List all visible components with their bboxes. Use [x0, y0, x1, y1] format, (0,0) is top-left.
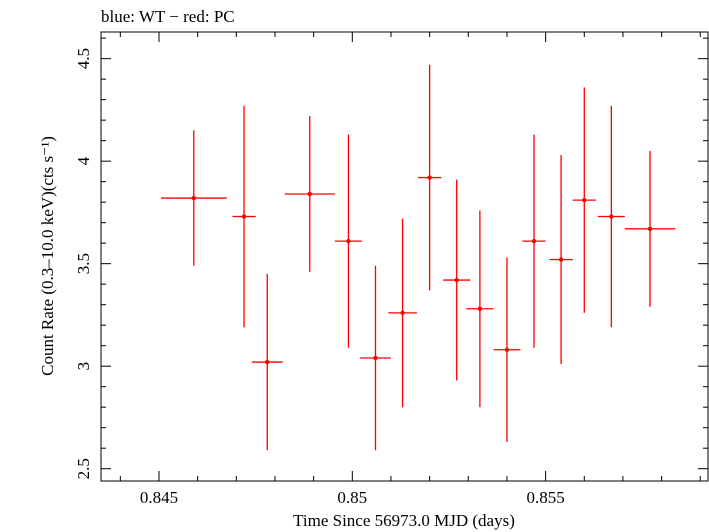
x-axis: 0.845 0.85 0.855 [119, 32, 701, 507]
x-tick-label: 0.845 [140, 488, 178, 507]
point-marker [582, 197, 587, 203]
y-tick-label: 4.5 [74, 48, 93, 69]
data-point [572, 87, 596, 313]
point-marker [191, 195, 196, 201]
y-tick-label: 2.5 [74, 458, 93, 479]
data-point [522, 134, 546, 348]
y-tick-label: 3 [74, 362, 93, 371]
y-tick-label: 3.5 [74, 253, 93, 274]
x-tick-label: 0.855 [526, 488, 564, 507]
data-point [624, 150, 676, 307]
point-marker [477, 306, 483, 311]
data-point [549, 155, 573, 365]
data-point [284, 116, 335, 272]
y-axis: 2.5 3 3.5 4 4.5 [74, 37, 708, 479]
point-marker [241, 214, 247, 219]
data-point [160, 130, 227, 266]
plot-frame [100, 31, 709, 482]
y-tick-label: 4 [74, 156, 93, 165]
data-point [597, 105, 625, 328]
data-point [443, 179, 471, 381]
point-marker [558, 257, 564, 262]
point-marker [647, 226, 653, 232]
point-marker [609, 214, 614, 219]
point-marker [454, 277, 459, 283]
point-marker [373, 355, 378, 361]
data-point [251, 273, 283, 451]
data-points [160, 64, 676, 451]
data-point [360, 265, 391, 451]
data-point [466, 210, 494, 408]
point-marker [531, 238, 537, 244]
point-marker [427, 175, 432, 180]
point-marker [504, 347, 510, 352]
data-point [418, 64, 442, 291]
point-marker [346, 238, 351, 244]
x-tick-label: 0.85 [337, 488, 367, 507]
point-marker [400, 310, 405, 316]
point-marker [265, 359, 270, 365]
x-axis-label: Time Since 56973.0 MJD (days) [293, 511, 515, 530]
data-point [232, 105, 256, 328]
y-axis-label: Count Rate (0.3–10.0 keV)(cts s⁻¹) [38, 136, 57, 376]
data-point [493, 257, 521, 443]
data-point [334, 134, 362, 348]
chart-title: blue: WT − red: PC [101, 7, 235, 26]
data-point [388, 218, 417, 408]
point-marker [307, 191, 312, 197]
